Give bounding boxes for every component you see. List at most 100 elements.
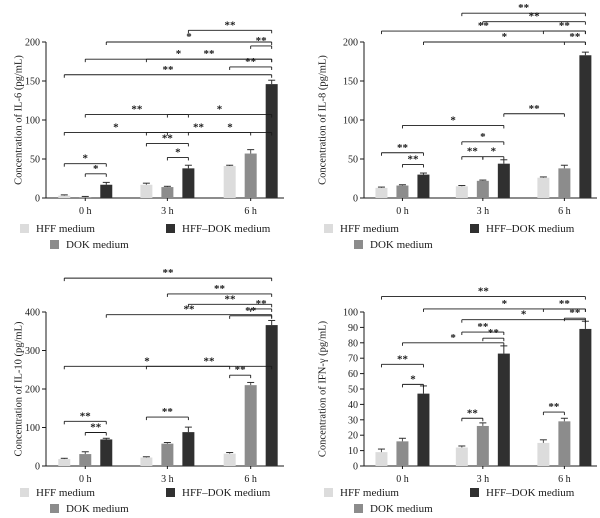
chart-panel-4: 0 10 20 30 40 50 60 70 80 90 100 Concentration of I… bbox=[317, 286, 597, 515]
x-tick-label: 0 h bbox=[79, 206, 92, 217]
y-tick-label: 10 bbox=[348, 446, 358, 457]
bar bbox=[140, 184, 153, 198]
bar bbox=[100, 184, 113, 198]
y-tick-label: 200 bbox=[343, 38, 358, 49]
significance-label: ** bbox=[162, 267, 174, 279]
bar bbox=[558, 421, 571, 466]
bar bbox=[100, 439, 113, 466]
y-tick-label: 150 bbox=[25, 77, 40, 88]
y-tick-label: 200 bbox=[25, 385, 40, 396]
bar bbox=[161, 187, 174, 198]
x-tick-label: 3 h bbox=[161, 474, 174, 485]
x-tick-label: 6 h bbox=[244, 206, 257, 217]
y-tick-label: 200 bbox=[25, 38, 40, 49]
bar bbox=[476, 180, 489, 198]
bar bbox=[455, 186, 468, 198]
significance-label: * bbox=[217, 104, 223, 116]
significance-label: * bbox=[113, 121, 119, 133]
significance-label: * bbox=[175, 146, 181, 158]
legend-label: DOK medium bbox=[66, 503, 129, 515]
legend-label: HFF–DOK medium bbox=[486, 487, 575, 499]
bar bbox=[375, 452, 388, 466]
significance-label: ** bbox=[529, 11, 541, 23]
significance-label: ** bbox=[235, 364, 247, 376]
y-tick-label: 60 bbox=[348, 369, 358, 380]
y-tick-label: 0 bbox=[35, 194, 40, 205]
significance-label: ** bbox=[245, 56, 257, 68]
significance-label: ** bbox=[90, 422, 102, 434]
legend-swatch bbox=[166, 224, 175, 233]
bar bbox=[476, 425, 489, 466]
bar bbox=[58, 459, 71, 466]
bar bbox=[265, 84, 278, 198]
significance-label: * bbox=[144, 355, 150, 367]
significance-label: ** bbox=[407, 153, 419, 165]
significance-label: ** bbox=[559, 298, 571, 310]
significance-label: ** bbox=[162, 64, 174, 76]
significance-label: ** bbox=[529, 103, 541, 115]
bar bbox=[417, 393, 430, 466]
x-tick-label: 3 h bbox=[161, 206, 174, 217]
y-tick-label: 70 bbox=[348, 354, 358, 365]
legend-swatch bbox=[354, 504, 363, 513]
significance-label: * bbox=[450, 114, 456, 126]
legend-swatch bbox=[50, 504, 59, 513]
x-tick-label: 0 h bbox=[396, 474, 409, 485]
y-axis-label: Concentration of IFN-γ (pg/mL) bbox=[317, 320, 328, 457]
significance-label: * bbox=[410, 373, 416, 385]
bar bbox=[375, 187, 388, 198]
legend-label: HFF–DOK medium bbox=[486, 223, 575, 235]
y-axis-label: Concentration of IL-10 (pg/mL) bbox=[13, 321, 24, 457]
significance-label: ** bbox=[225, 19, 237, 31]
significance-label: * bbox=[491, 146, 497, 158]
legend-swatch bbox=[50, 240, 59, 249]
x-tick-label: 6 h bbox=[244, 474, 257, 485]
significance-label: ** bbox=[131, 104, 143, 116]
bar bbox=[58, 195, 71, 198]
legend-label: HFF medium bbox=[340, 223, 399, 235]
legend-swatch bbox=[324, 224, 333, 233]
significance-label: * bbox=[83, 153, 89, 165]
bar bbox=[455, 447, 468, 466]
significance-label: ** bbox=[478, 286, 490, 298]
significance-label: ** bbox=[204, 355, 216, 367]
legend-swatch bbox=[470, 224, 479, 233]
y-axis-label: Concentration of IL-6 (pg/mL) bbox=[13, 55, 24, 185]
significance-label: ** bbox=[488, 327, 500, 339]
legend: HFF medium HFF–DOK medium DOK medium bbox=[20, 223, 271, 251]
significance-label: ** bbox=[256, 298, 268, 310]
y-tick-label: 40 bbox=[348, 400, 358, 411]
significance-label: ** bbox=[397, 142, 409, 154]
significance-label: ** bbox=[204, 48, 216, 60]
legend: HFF medium HFF–DOK medium DOK medium bbox=[324, 487, 575, 515]
significance-label: ** bbox=[193, 121, 205, 133]
significance-label: ** bbox=[477, 321, 489, 333]
legend-swatch bbox=[354, 240, 363, 249]
bar bbox=[265, 325, 278, 466]
bar bbox=[223, 166, 236, 198]
legend-swatch bbox=[324, 488, 333, 497]
y-tick-label: 50 bbox=[348, 385, 358, 396]
chart-panel-2: 0 50 100 150 200 Concentration of IL-8 (pg/mL… bbox=[317, 2, 597, 251]
significance-label: ** bbox=[183, 304, 195, 316]
significance-label: * bbox=[480, 131, 486, 143]
legend: HFF medium HFF–DOK medium DOK medium bbox=[324, 223, 575, 251]
legend-label: DOK medium bbox=[370, 239, 433, 251]
significance-label: * bbox=[186, 31, 192, 43]
legend-swatch bbox=[20, 488, 29, 497]
x-tick-label: 3 h bbox=[477, 474, 490, 485]
y-tick-label: 50 bbox=[348, 155, 358, 166]
bar bbox=[244, 385, 257, 466]
bar bbox=[537, 442, 550, 466]
bar bbox=[558, 168, 571, 198]
bar bbox=[497, 163, 510, 198]
x-tick-label: 6 h bbox=[558, 206, 571, 217]
legend-label: HFF medium bbox=[340, 487, 399, 499]
significance-label: ** bbox=[569, 31, 581, 43]
significance-label: * bbox=[502, 31, 508, 43]
bar bbox=[79, 197, 92, 199]
significance-label: ** bbox=[569, 307, 581, 319]
y-tick-label: 30 bbox=[348, 415, 358, 426]
